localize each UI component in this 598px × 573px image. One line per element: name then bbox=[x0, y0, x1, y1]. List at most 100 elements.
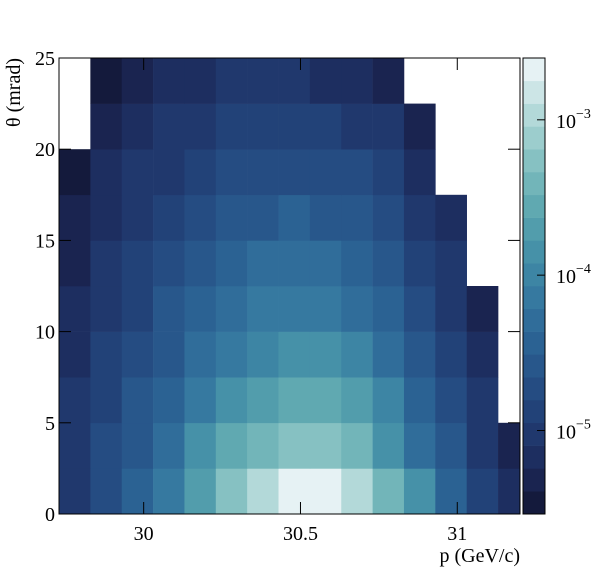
colorbar-band bbox=[523, 308, 545, 332]
heatmap-cell bbox=[309, 240, 342, 287]
heatmap-cell bbox=[59, 377, 91, 424]
heatmap-cell bbox=[153, 422, 185, 469]
heatmap-cell bbox=[121, 377, 154, 424]
heatmap-cell bbox=[403, 240, 436, 287]
heatmap-cell bbox=[153, 58, 185, 104]
heatmap-cell bbox=[215, 194, 248, 241]
heatmap-cell bbox=[309, 286, 342, 332]
heatmap-cell bbox=[59, 240, 91, 287]
heatmap-cell bbox=[372, 103, 405, 150]
heatmap-cell bbox=[90, 149, 123, 196]
heatmap-cell bbox=[403, 286, 436, 332]
heatmap-cell bbox=[466, 422, 499, 469]
heatmap-cell bbox=[309, 422, 342, 469]
heatmap-cell bbox=[341, 468, 373, 515]
heatmap-cell bbox=[372, 194, 405, 241]
heatmap-cell bbox=[372, 58, 405, 104]
heatmap-cell bbox=[59, 194, 91, 241]
y-tick-label: 15 bbox=[35, 230, 55, 252]
heatmap-cell bbox=[90, 103, 123, 150]
heatmap-cell bbox=[215, 377, 248, 424]
heatmap-cell bbox=[184, 103, 217, 150]
heatmap-cell bbox=[215, 58, 248, 104]
heatmap-cell bbox=[90, 422, 123, 469]
heatmap-cell bbox=[403, 422, 436, 469]
colorbar-band bbox=[523, 194, 545, 218]
colorbar-band bbox=[523, 103, 545, 127]
heatmap-cell bbox=[90, 468, 123, 515]
heatmap-cell bbox=[466, 468, 499, 515]
heatmap-cell bbox=[435, 331, 467, 378]
heatmap-cell bbox=[121, 422, 154, 469]
heatmap-cell bbox=[278, 194, 311, 241]
z-tick-label: 10 bbox=[556, 266, 576, 288]
heatmap-cell bbox=[121, 194, 154, 241]
heatmap-cell bbox=[309, 149, 342, 196]
heatmap-cell bbox=[153, 103, 185, 150]
heatmap-cells bbox=[59, 58, 521, 515]
heatmap-cell bbox=[341, 377, 373, 424]
heatmap-cell bbox=[278, 286, 311, 332]
heatmap-cell bbox=[184, 468, 217, 515]
y-tick-label: 25 bbox=[35, 48, 55, 70]
heatmap-cell bbox=[278, 149, 311, 196]
z-tick-exponent: −5 bbox=[576, 417, 591, 432]
heatmap-cell bbox=[153, 194, 185, 241]
heatmap-cell bbox=[90, 194, 123, 241]
colorbar-band bbox=[523, 80, 545, 104]
heatmap-cell bbox=[278, 377, 311, 424]
heatmap-cell bbox=[403, 194, 436, 241]
heatmap-cell bbox=[278, 58, 311, 104]
heatmap-cell bbox=[403, 377, 436, 424]
heatmap-cell bbox=[372, 286, 405, 332]
heatmap-cell bbox=[184, 58, 217, 104]
heatmap-cell bbox=[215, 468, 248, 515]
heatmap-cell bbox=[435, 377, 467, 424]
heatmap-cell bbox=[309, 331, 342, 378]
heatmap-cell bbox=[498, 468, 521, 515]
heatmap-cell bbox=[90, 58, 123, 104]
heatmap-cell bbox=[121, 58, 154, 104]
heatmap-cell bbox=[247, 286, 279, 332]
colorbar-band bbox=[523, 149, 545, 173]
heatmap-cell bbox=[372, 149, 405, 196]
heatmap-cell bbox=[59, 422, 91, 469]
heatmap-cell bbox=[90, 377, 123, 424]
heatmap-cell bbox=[278, 240, 311, 287]
z-tick-label: 10 bbox=[556, 421, 576, 443]
heatmap-cell bbox=[184, 149, 217, 196]
heatmap-cell bbox=[184, 194, 217, 241]
heatmap-cell bbox=[403, 103, 436, 150]
heatmap-cell bbox=[435, 468, 467, 515]
y-tick-label: 0 bbox=[45, 504, 55, 526]
heatmap-cell bbox=[403, 149, 436, 196]
colorbar-band bbox=[523, 422, 545, 446]
heatmap-cell bbox=[341, 331, 373, 378]
heatmap-cell bbox=[184, 422, 217, 469]
heatmap-cell bbox=[247, 377, 279, 424]
colorbar-band bbox=[523, 491, 545, 515]
colorbar-band bbox=[523, 468, 545, 492]
y-tick-label: 20 bbox=[35, 139, 55, 161]
heatmap-cell bbox=[184, 286, 217, 332]
heatmap-cell bbox=[247, 58, 279, 104]
heatmap-cell bbox=[121, 240, 154, 287]
heatmap-cell bbox=[309, 468, 342, 515]
heatmap-cell bbox=[341, 103, 373, 150]
heatmap-cell bbox=[247, 149, 279, 196]
colorbar-band bbox=[523, 377, 545, 401]
y-axis-title: θ (mrad) bbox=[3, 58, 25, 127]
colorbar-band bbox=[523, 240, 545, 264]
heatmap-cell bbox=[466, 331, 499, 378]
y-tick-label: 10 bbox=[35, 322, 55, 344]
z-tick-exponent: −3 bbox=[576, 107, 591, 122]
heatmap-cell bbox=[435, 194, 467, 241]
heatmap-cell bbox=[184, 240, 217, 287]
colorbar-band bbox=[523, 445, 545, 469]
colorbar-band bbox=[523, 286, 545, 310]
heatmap-cell bbox=[435, 422, 467, 469]
heatmap-cell bbox=[278, 103, 311, 150]
heatmap-cell bbox=[215, 103, 248, 150]
heatmap-cell bbox=[215, 422, 248, 469]
